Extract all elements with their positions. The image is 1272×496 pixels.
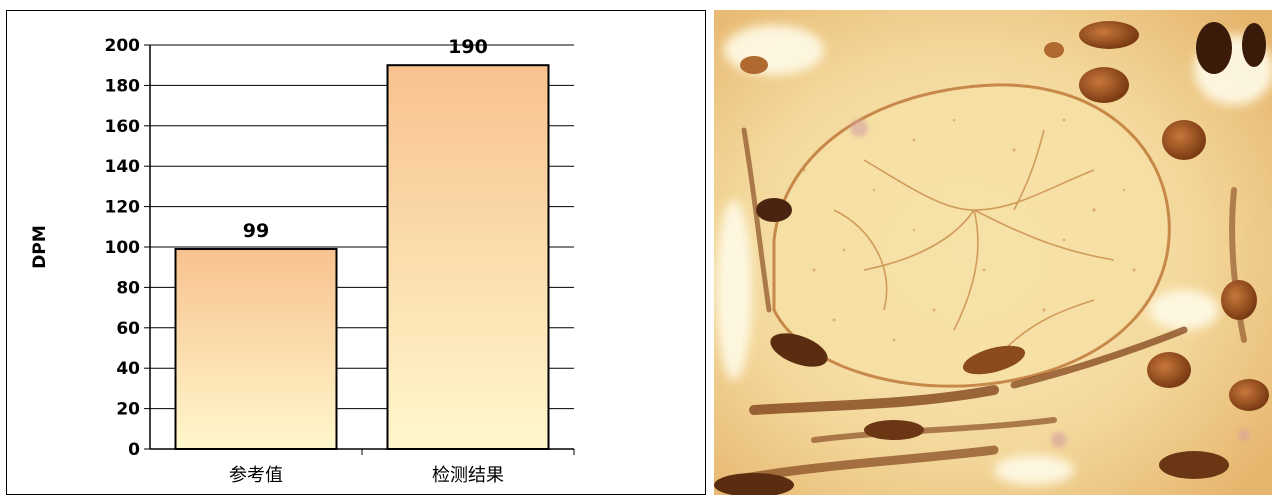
y-tick-label: 80 [116, 278, 140, 298]
bar-chart: 0 20 40 60 80 100 120 140 160 180 200 99 参考值 190 检测结果 D… [30, 36, 575, 486]
y-tick-label: 140 [105, 157, 141, 177]
y-tick-label: 100 [105, 238, 141, 258]
y-tick-label: 200 [105, 36, 141, 56]
data-label: 99 [243, 220, 269, 242]
bar [174, 248, 338, 450]
y-tick-label: 20 [116, 400, 140, 420]
micrograph-illustration [714, 10, 1272, 495]
y-tick-label: 60 [116, 319, 140, 339]
chart-panel: 0 20 40 60 80 100 120 140 160 180 200 99 参考值 190 检测结果 D… [6, 10, 706, 495]
data-label: 190 [448, 36, 488, 58]
y-tick-label: 40 [116, 359, 140, 379]
tissue-micrograph-image [714, 10, 1272, 495]
x-tick-label: 检测结果 [432, 465, 504, 486]
y-tick-label: 180 [105, 76, 141, 96]
x-tick-label: 参考值 [229, 465, 283, 486]
y-tick-label: 120 [105, 198, 141, 218]
bar [386, 64, 550, 450]
y-axis-label: DPM [30, 225, 50, 269]
y-tick-label: 0 [128, 440, 140, 460]
y-tick-label: 160 [105, 117, 141, 137]
